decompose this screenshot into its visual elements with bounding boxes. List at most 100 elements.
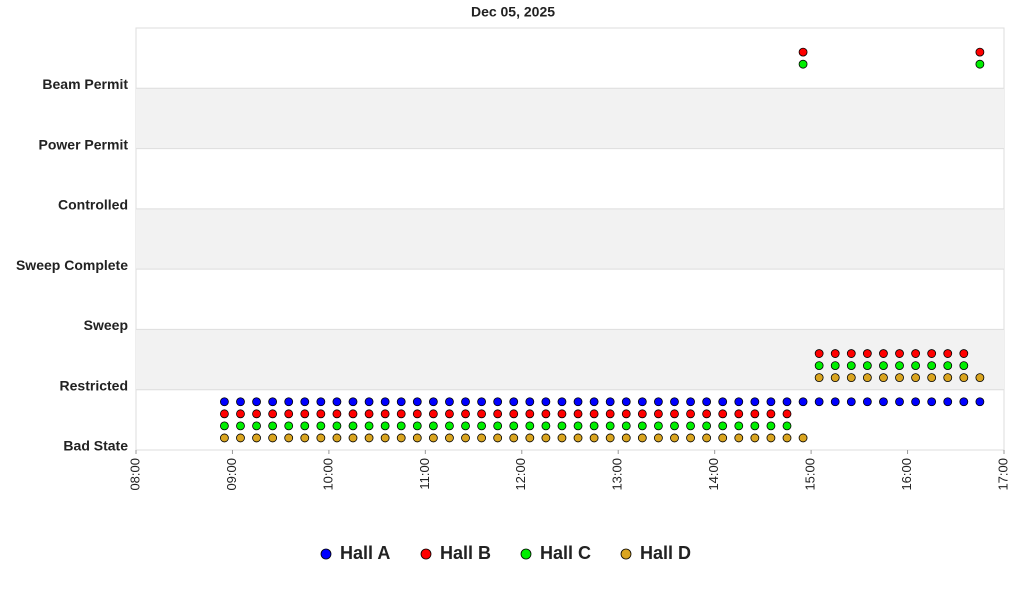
point xyxy=(830,349,840,358)
point xyxy=(814,397,824,407)
point xyxy=(477,409,486,419)
point xyxy=(332,433,342,443)
point xyxy=(428,409,438,419)
point xyxy=(879,349,888,358)
point xyxy=(927,361,937,371)
y-tick-label: Beam Permit xyxy=(42,76,128,92)
point xyxy=(236,421,245,431)
point xyxy=(525,397,535,407)
point xyxy=(220,409,229,419)
point xyxy=(879,397,888,407)
point xyxy=(621,421,631,431)
y-tick-label: Sweep Complete xyxy=(16,257,128,273)
x-tick-label: 17:00 xyxy=(995,458,1010,491)
point xyxy=(927,349,937,358)
point xyxy=(782,433,792,443)
point xyxy=(252,409,261,419)
point xyxy=(895,361,904,371)
point xyxy=(525,409,535,419)
point xyxy=(380,433,390,443)
point xyxy=(445,421,454,431)
point xyxy=(252,397,261,407)
point xyxy=(959,397,969,407)
point xyxy=(268,421,278,431)
point xyxy=(236,397,245,407)
legend-marker xyxy=(320,548,332,560)
point xyxy=(284,397,294,407)
point xyxy=(766,409,776,419)
x-tick-label: 12:00 xyxy=(513,458,528,491)
point xyxy=(348,409,358,419)
point xyxy=(493,421,503,431)
point xyxy=(300,397,310,407)
point xyxy=(959,349,969,358)
point xyxy=(975,397,985,407)
point xyxy=(750,421,760,431)
point xyxy=(493,409,503,419)
point xyxy=(525,433,535,443)
point xyxy=(686,397,695,407)
point xyxy=(798,397,808,407)
point xyxy=(621,409,631,419)
point xyxy=(605,397,615,407)
point xyxy=(284,421,294,431)
point xyxy=(862,373,872,383)
point xyxy=(766,397,776,407)
point xyxy=(380,397,390,407)
point xyxy=(621,397,631,407)
point xyxy=(220,397,229,407)
point xyxy=(573,397,583,407)
point xyxy=(316,433,326,443)
x-tick-label: 13:00 xyxy=(610,458,625,491)
point xyxy=(300,433,310,443)
point xyxy=(220,433,229,443)
point xyxy=(879,361,888,371)
legend-label: Hall C xyxy=(540,543,591,563)
point xyxy=(477,433,486,443)
point xyxy=(927,373,937,383)
point xyxy=(268,433,278,443)
point xyxy=(589,409,599,419)
point xyxy=(412,421,422,431)
point xyxy=(525,421,535,431)
point xyxy=(380,421,390,431)
point xyxy=(782,421,792,431)
point xyxy=(943,397,953,407)
point xyxy=(605,433,615,443)
point xyxy=(396,433,406,443)
point xyxy=(686,409,695,419)
point xyxy=(541,433,551,443)
point xyxy=(637,421,647,431)
point xyxy=(396,421,406,431)
point xyxy=(412,433,422,443)
point xyxy=(766,421,776,431)
legend-marker xyxy=(520,548,532,560)
point xyxy=(846,361,856,371)
point xyxy=(846,397,856,407)
point xyxy=(782,409,792,419)
point xyxy=(670,433,679,443)
point xyxy=(814,349,824,358)
x-tick-label: 15:00 xyxy=(803,458,818,491)
point xyxy=(461,409,470,419)
point xyxy=(670,409,679,419)
x-tick-label: 14:00 xyxy=(706,458,721,491)
legend-label: Hall D xyxy=(640,543,691,563)
point xyxy=(348,433,358,443)
point xyxy=(734,409,744,419)
point xyxy=(718,433,728,443)
point xyxy=(428,421,438,431)
point xyxy=(445,397,454,407)
band xyxy=(136,208,1004,270)
point xyxy=(814,373,824,383)
point xyxy=(798,59,808,69)
point xyxy=(654,397,663,407)
point xyxy=(830,397,840,407)
point xyxy=(879,373,888,383)
point xyxy=(702,421,712,431)
x-tick-label: 08:00 xyxy=(127,458,142,491)
x-tick-label: 09:00 xyxy=(224,458,239,491)
point xyxy=(830,373,840,383)
point xyxy=(718,421,728,431)
